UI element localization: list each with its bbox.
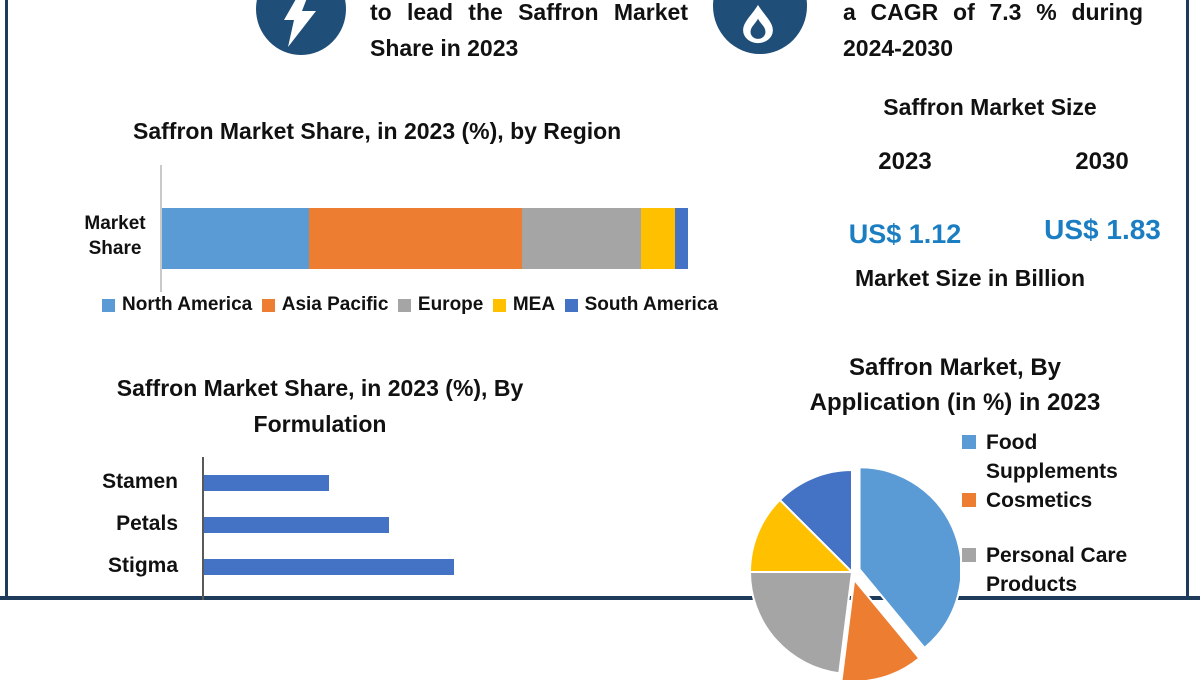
pie-title-line1: Saffron Market, By — [848, 354, 1062, 381]
formulation-axis-line — [202, 457, 204, 600]
lightning-icon — [256, 0, 346, 55]
legend-label-north-america: North America — [122, 294, 253, 315]
formulation-chart-title: Saffron Market Share, in 2023 (%), By Fo… — [95, 370, 545, 442]
bar-segment-mea — [640, 208, 675, 269]
legend-swatch-north-america — [102, 298, 115, 312]
legend-item-north-america: North America — [102, 294, 252, 316]
frame-border-bottom — [0, 596, 1200, 600]
bar-segment-south-america — [674, 208, 688, 269]
legend-item-asia-pacific: Asia Pacific — [261, 294, 389, 316]
pie-slice-4 — [778, 468, 853, 575]
market-size-year-2030: 2030 — [1075, 148, 1129, 175]
category-label-stamen: Stamen — [102, 470, 178, 493]
legend-label-asia-pacific: Asia Pacific — [281, 294, 389, 315]
legend-swatch-mea — [492, 298, 506, 312]
legend-label-south-america: South America — [584, 294, 718, 315]
market-size-title: Saffron Market Size — [883, 94, 1097, 120]
application-pie-chart — [748, 466, 960, 680]
pie-swatch-food-supplements — [962, 435, 976, 449]
legend-item-europe: Europe — [397, 294, 484, 316]
bar-segment-north-america — [162, 208, 310, 269]
legend-swatch-south-america — [564, 298, 578, 312]
formulation-title-line2: Formulation — [253, 411, 387, 437]
bar-stigma — [204, 559, 454, 575]
region-chart-axis-line — [160, 165, 162, 292]
bar-stamen — [204, 475, 329, 491]
bar-segment-asia-pacific — [309, 208, 523, 269]
legend-item-south-america: South America — [564, 294, 718, 316]
flame-glyph — [743, 4, 773, 44]
pie-legend-item-cosmetics: Cosmetics — [962, 486, 1162, 515]
bar-petals — [204, 517, 389, 533]
region-chart-legend: North America Asia Pacific Europe MEA So… — [102, 294, 718, 316]
market-size-value-2030: US$ 1.83 — [1044, 214, 1161, 245]
lightning-bolt-glyph — [284, 0, 316, 47]
legend-swatch-europe — [397, 298, 411, 312]
legend-label-europe: Europe — [417, 294, 484, 315]
frame-border-left — [5, 0, 8, 600]
pie-legend-label-cosmetics: Cosmetics — [986, 489, 1093, 512]
category-label-stigma: Stigma — [107, 554, 178, 577]
frame-border-right — [1186, 0, 1189, 600]
category-label-petals: Petals — [116, 512, 178, 535]
flame-icon — [713, 0, 807, 54]
pie-chart-title: Saffron Market, By Application (in %) in… — [795, 350, 1115, 420]
pie-legend-label-personal-care: Personal Care Products — [986, 544, 1128, 596]
market-size-caption: Market Size in Billion — [854, 265, 1086, 291]
pie-legend-item-personal-care: Personal Care Products — [962, 541, 1172, 599]
bar-segment-europe — [522, 208, 641, 269]
legend-label-mea: MEA — [512, 294, 556, 315]
pie-legend-item-food-supplements: Food Supplements — [962, 428, 1162, 486]
headline-region: to lead the Saffron Market Share in 2023 — [370, 0, 688, 61]
pie-legend-label-food-supplements: Food Supplements — [986, 431, 1118, 483]
region-chart-title: Saffron Market Share, in 2023 (%), by Re… — [133, 118, 622, 144]
region-chart-ylabel: Market Share — [84, 213, 146, 259]
formulation-title-line1: Saffron Market Share, in 2023 (%), By — [116, 375, 524, 401]
pie-title-line2: Application (in %) in 2023 — [809, 389, 1101, 416]
market-size-value-2023: US$ 1.12 — [848, 219, 962, 249]
pie-swatch-personal-care — [962, 548, 976, 562]
headline-cagr: a CAGR of 7.3 % during 2024-2030 — [843, 0, 1143, 61]
pie-slice-3 — [748, 498, 855, 573]
legend-swatch-asia-pacific — [261, 298, 275, 312]
legend-item-mea: MEA — [492, 294, 556, 316]
pie-slice-personal-care-products — [748, 571, 854, 675]
market-size-year-2023: 2023 — [878, 148, 932, 175]
region-stacked-bar — [162, 208, 688, 269]
pie-swatch-cosmetics — [962, 493, 976, 507]
